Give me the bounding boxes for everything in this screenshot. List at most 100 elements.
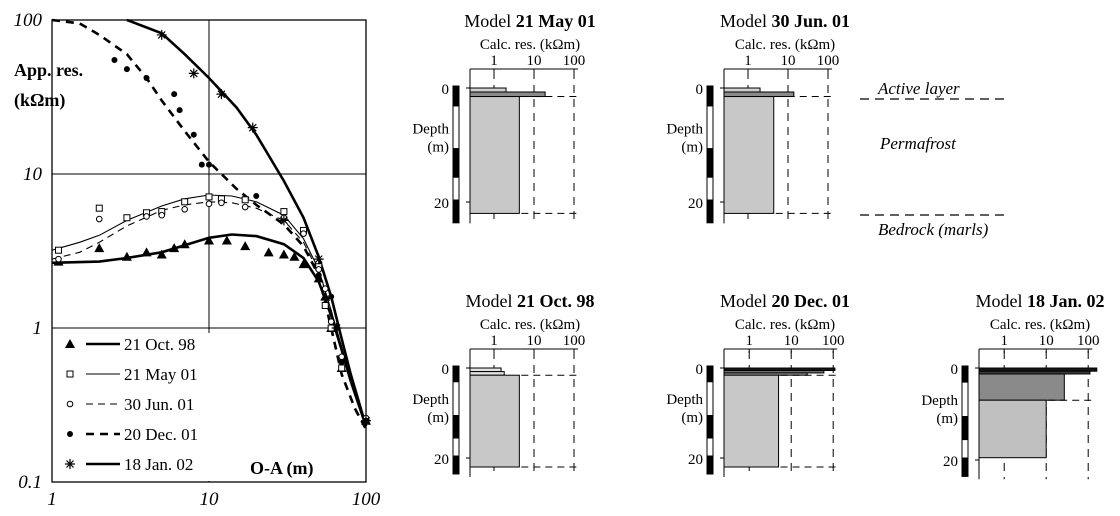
legend-label-5: 18 Jan. 02 — [124, 455, 193, 474]
model-layer-bar-3 — [469, 374, 520, 468]
annotation-active-layer: Active layer — [877, 79, 960, 98]
depth-strip-segment — [452, 365, 460, 383]
series-4-point — [338, 359, 345, 366]
series-4-point — [171, 91, 178, 98]
model-panel-18-jan-02: Model 18 Jan. 02 Calc. res. (kΩm)1 10 100 0 2… — [921, 291, 1105, 480]
model-layer-bar-4 — [978, 399, 1047, 459]
series-4-point — [176, 107, 183, 114]
series-1-point — [156, 249, 167, 259]
depth-strip-segment — [706, 105, 714, 150]
model-x-tick-label: 100 — [563, 333, 586, 349]
y-tick-label: 10 — [23, 164, 43, 185]
model-layer-bar-1 — [469, 367, 502, 373]
model-title-date: 20 Dec. 01 — [772, 291, 850, 311]
model-layer-bar-2 — [723, 91, 795, 98]
annotation-bedrock: Bedrock (marls) — [878, 220, 989, 239]
series-3-point — [315, 266, 323, 273]
model-y-label-line1: Depth — [666, 392, 703, 408]
series-1-point — [278, 249, 289, 259]
model-layer-bar-3 — [469, 96, 520, 214]
depth-strip-segment — [961, 416, 969, 441]
model-y-tick-label: 20 — [688, 196, 703, 212]
legend-label-4: 20 Dec. 01 — [124, 425, 198, 444]
model-subtitle: Calc. res. (kΩm) — [990, 317, 1090, 333]
series-4-point — [198, 161, 205, 168]
series-2-point — [123, 214, 131, 222]
series-4-point — [123, 66, 130, 73]
depth-strip-segment — [706, 199, 714, 224]
series-1-point — [298, 259, 309, 269]
model-y-tick-label: 20 — [434, 452, 449, 468]
depth-strip-segment — [452, 199, 460, 224]
series-3-point — [143, 213, 150, 220]
model-x-tick-label: 1 — [490, 53, 498, 69]
model-title-prefix: Model — [466, 291, 518, 311]
legend-label-3: 30 Jun. 01 — [124, 395, 194, 414]
model-panel-20-dec-01: Model 20 Dec. 01 Calc. res. (kΩm)1 10 100 0 2… — [666, 291, 850, 477]
legend-marker-2 — [66, 370, 74, 378]
depth-strip-segment — [452, 105, 460, 150]
model-x-tick-label: 10 — [1039, 333, 1054, 349]
sounding-x-axis-label: O-A (m) — [250, 458, 313, 479]
model-subtitle: Calc. res. (kΩm) — [735, 317, 835, 333]
model-y-tick-label: 0 — [696, 82, 704, 98]
series-3-point — [55, 255, 62, 263]
legend-marker-5 — [65, 459, 75, 469]
depth-strip-segment — [452, 415, 460, 439]
series-5-point — [313, 254, 324, 265]
model-subtitle: Calc. res. (kΩm) — [735, 37, 835, 53]
y-tick-label: 0.1 — [18, 472, 42, 493]
series-5-point — [247, 122, 258, 133]
series-4-point — [253, 192, 260, 199]
model-title-prefix: Model — [464, 11, 516, 31]
series-1-point — [179, 239, 190, 249]
model-subtitle: Calc. res. (kΩm) — [480, 317, 580, 333]
layer-annotations: Active layer Permafrost Bedrock (marls) — [860, 79, 1010, 239]
series-4-point — [206, 161, 212, 168]
series-1-point — [169, 243, 180, 253]
model-panel-21-may-01: Model 21 May 01 Calc. res. (kΩm)1 10 100 0 20… — [412, 11, 596, 224]
series-1-point — [121, 251, 132, 261]
series-5-point — [278, 215, 289, 226]
series-3-point — [95, 215, 103, 223]
model-x-tick-label: 100 — [817, 53, 840, 69]
x-tick-label: 100 — [352, 489, 381, 510]
model-title-date: 30 Jun. 01 — [771, 11, 850, 31]
depth-strip-segment — [706, 176, 714, 201]
series-3-point — [300, 230, 307, 237]
sounding-points — [53, 29, 371, 426]
model-y-tick-label: 0 — [442, 82, 450, 98]
model-layer-bar-3 — [723, 96, 775, 214]
series-3-point — [241, 203, 249, 211]
model-title-date: 18 Jan. 02 — [1027, 291, 1105, 311]
model-title-date: 21 Oct. 98 — [517, 291, 594, 311]
depth-strip-segment — [452, 381, 460, 416]
legend-label-1: 21 Oct. 98 — [124, 335, 195, 354]
model-x-tick-label: 100 — [822, 333, 845, 349]
series-2-point — [280, 208, 288, 216]
series-4-point — [315, 272, 322, 279]
legend-label-2: 21 May 01 — [124, 365, 198, 384]
model-title: Model 18 Jan. 02 — [975, 291, 1104, 311]
model-layer-bar-3 — [978, 373, 1065, 401]
legend-background — [54, 333, 232, 481]
model-y-tick-label: 0 — [951, 362, 959, 378]
depth-strip-segment — [961, 381, 969, 418]
series-1-point — [204, 235, 214, 245]
series-3-point — [321, 285, 329, 292]
series-1-point — [263, 247, 274, 257]
series-3-point — [158, 211, 166, 219]
series-3-point — [218, 199, 225, 207]
series-4-point — [190, 131, 197, 138]
model-x-tick-label: 1 — [1000, 333, 1008, 349]
depth-strip-segment — [452, 437, 460, 457]
depth-strip-segment — [452, 176, 460, 201]
series-3-point — [327, 318, 335, 325]
model-x-tick-label: 10 — [527, 53, 542, 69]
model-title: Model 21 Oct. 98 — [466, 291, 595, 311]
series-curve-1 — [51, 233, 368, 427]
model-y-tick-label: 20 — [688, 452, 703, 468]
model-title: Model 30 Jun. 01 — [720, 11, 850, 31]
series-2-point — [338, 364, 346, 372]
